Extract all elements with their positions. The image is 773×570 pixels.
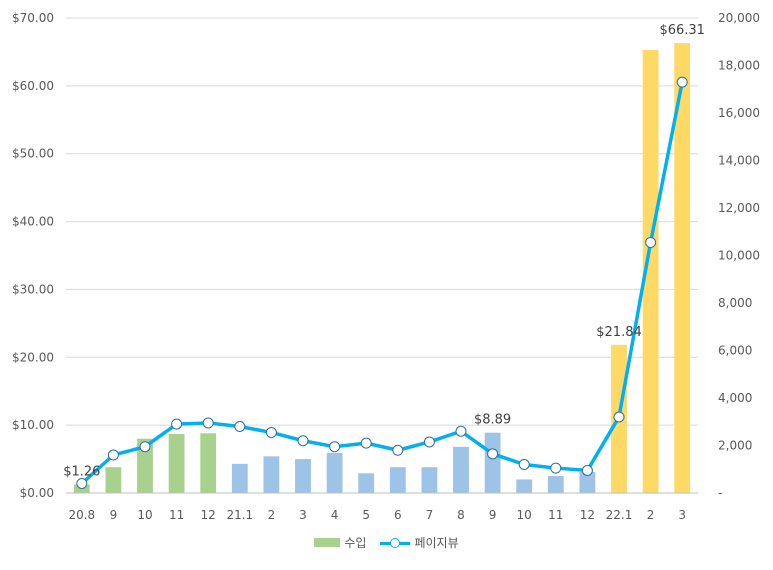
left-tick-label: $50.00	[12, 147, 54, 161]
x-tick-label: 4	[331, 508, 339, 522]
pageview-point	[487, 448, 499, 460]
x-tick-label: 3	[678, 508, 686, 522]
x-tick-label: 3	[299, 508, 307, 522]
left-tick-label: $30.00	[12, 282, 54, 296]
data-label: $66.31	[659, 23, 705, 38]
revenue-bar	[674, 43, 691, 494]
x-tick-label: 12	[580, 508, 595, 522]
x-tick-label: 12	[201, 508, 216, 522]
revenue-bar	[168, 433, 185, 493]
legend-swatch-pageviews	[380, 537, 411, 549]
x-tick-label: 20.8	[68, 508, 95, 522]
left-tick-label: $10.00	[12, 418, 54, 432]
pageview-point	[265, 426, 277, 438]
legend-label-revenue: 수입	[344, 536, 367, 550]
pageview-point	[455, 425, 467, 437]
revenue-bar	[326, 452, 343, 493]
x-tick-label: 9	[110, 508, 118, 522]
x-tick-label: 10	[137, 508, 152, 522]
revenue-bar	[358, 473, 375, 493]
right-y-axis: - 2,000 4,000 6,000 8,000 10,000 12,000 14,000 1…	[718, 11, 760, 500]
pageview-point	[613, 411, 625, 423]
x-tick-label: 2	[647, 508, 655, 522]
pageview-point	[202, 417, 214, 429]
x-tick-label: 6	[394, 508, 402, 522]
revenue-bar	[295, 459, 311, 493]
gridlines	[66, 17, 698, 494]
left-y-axis: $0.00 $10.00 $20.00 $30.00 $40.00 $50.00 $60.0…	[12, 11, 54, 500]
x-tick-label: 22.1	[606, 508, 633, 522]
revenue-bar	[547, 476, 564, 493]
revenue-bar	[137, 438, 153, 493]
x-tick-label: 11	[169, 508, 184, 522]
left-tick-label: $70.00	[12, 11, 54, 25]
left-tick-label: $60.00	[12, 79, 54, 93]
data-label: $8.89	[474, 413, 511, 428]
revenue-bar	[579, 471, 596, 493]
pageview-point	[329, 441, 341, 453]
pageview-point	[676, 76, 688, 88]
pageview-point	[392, 444, 404, 456]
pageview-point	[171, 418, 183, 430]
right-tick-label: 12,000	[718, 201, 760, 215]
x-tick-label: 7	[426, 508, 434, 522]
data-labels: $1.26 $8.89 $21.84 $66.31	[63, 23, 705, 479]
right-tick-label: 6,000	[718, 344, 752, 358]
x-tick-label: 2	[268, 508, 276, 522]
right-tick-label: 16,000	[718, 106, 760, 120]
x-axis: 20.8 9 10 11 12 21.1 2 3 4 5 6 7 8 9 10 11 12 22.1 2 3	[66, 492, 698, 522]
pageview-point	[645, 236, 657, 248]
x-tick-label: 8	[457, 508, 465, 522]
legend: 수입 페이지뷰	[0, 534, 773, 551]
right-tick-label: 20,000	[718, 11, 760, 25]
revenue-bar	[421, 467, 438, 493]
x-tick-label: 11	[548, 508, 563, 522]
pageview-point	[76, 478, 88, 489]
revenue-bar	[389, 467, 406, 493]
right-tick-label: -	[718, 486, 722, 500]
revenue-bar	[516, 479, 533, 493]
x-tick-label: 5	[362, 508, 370, 522]
left-tick-label: $20.00	[12, 350, 54, 364]
right-tick-label: 18,000	[718, 59, 760, 73]
legend-label-pageviews: 페이지뷰	[414, 536, 459, 550]
pageview-point	[234, 421, 246, 432]
revenue-bar	[263, 456, 280, 493]
right-tick-label: 10,000	[718, 249, 760, 263]
revenue-bar	[453, 446, 469, 493]
data-label: $21.84	[596, 325, 642, 340]
revenue-bar	[105, 467, 122, 493]
revenue-bars	[73, 43, 691, 494]
right-tick-label: 14,000	[718, 154, 760, 168]
pageview-point	[107, 449, 119, 461]
pageview-line	[76, 76, 688, 489]
legend-item-pageviews: 페이지뷰	[380, 534, 459, 551]
revenue-bar	[484, 432, 501, 493]
pageview-point	[423, 436, 435, 448]
x-tick-label: 10	[517, 508, 532, 522]
pageview-point	[139, 441, 151, 453]
x-tick-label: 21.1	[226, 508, 253, 522]
pageview-point	[360, 437, 372, 449]
right-tick-label: 8,000	[718, 296, 752, 310]
left-tick-label: $0.00	[20, 486, 54, 500]
pageview-point	[297, 435, 309, 447]
legend-item-revenue: 수입	[314, 534, 366, 551]
left-tick-label: $40.00	[12, 215, 54, 229]
pageview-point	[518, 459, 530, 470]
right-tick-label: 2,000	[718, 439, 752, 453]
pageview-point	[581, 464, 593, 476]
x-tick-label: 9	[489, 508, 497, 522]
legend-swatch-revenue	[314, 538, 341, 547]
revenue-bar	[231, 463, 248, 493]
data-label: $1.26	[63, 464, 100, 479]
pageview-point	[550, 462, 562, 474]
revenue-bar	[200, 433, 217, 493]
right-tick-label: 4,000	[718, 391, 752, 405]
revenue-bar	[642, 49, 659, 494]
combo-chart: $0.00 $10.00 $20.00 $30.00 $40.00 $50.00 $60.0…	[12, 11, 760, 522]
